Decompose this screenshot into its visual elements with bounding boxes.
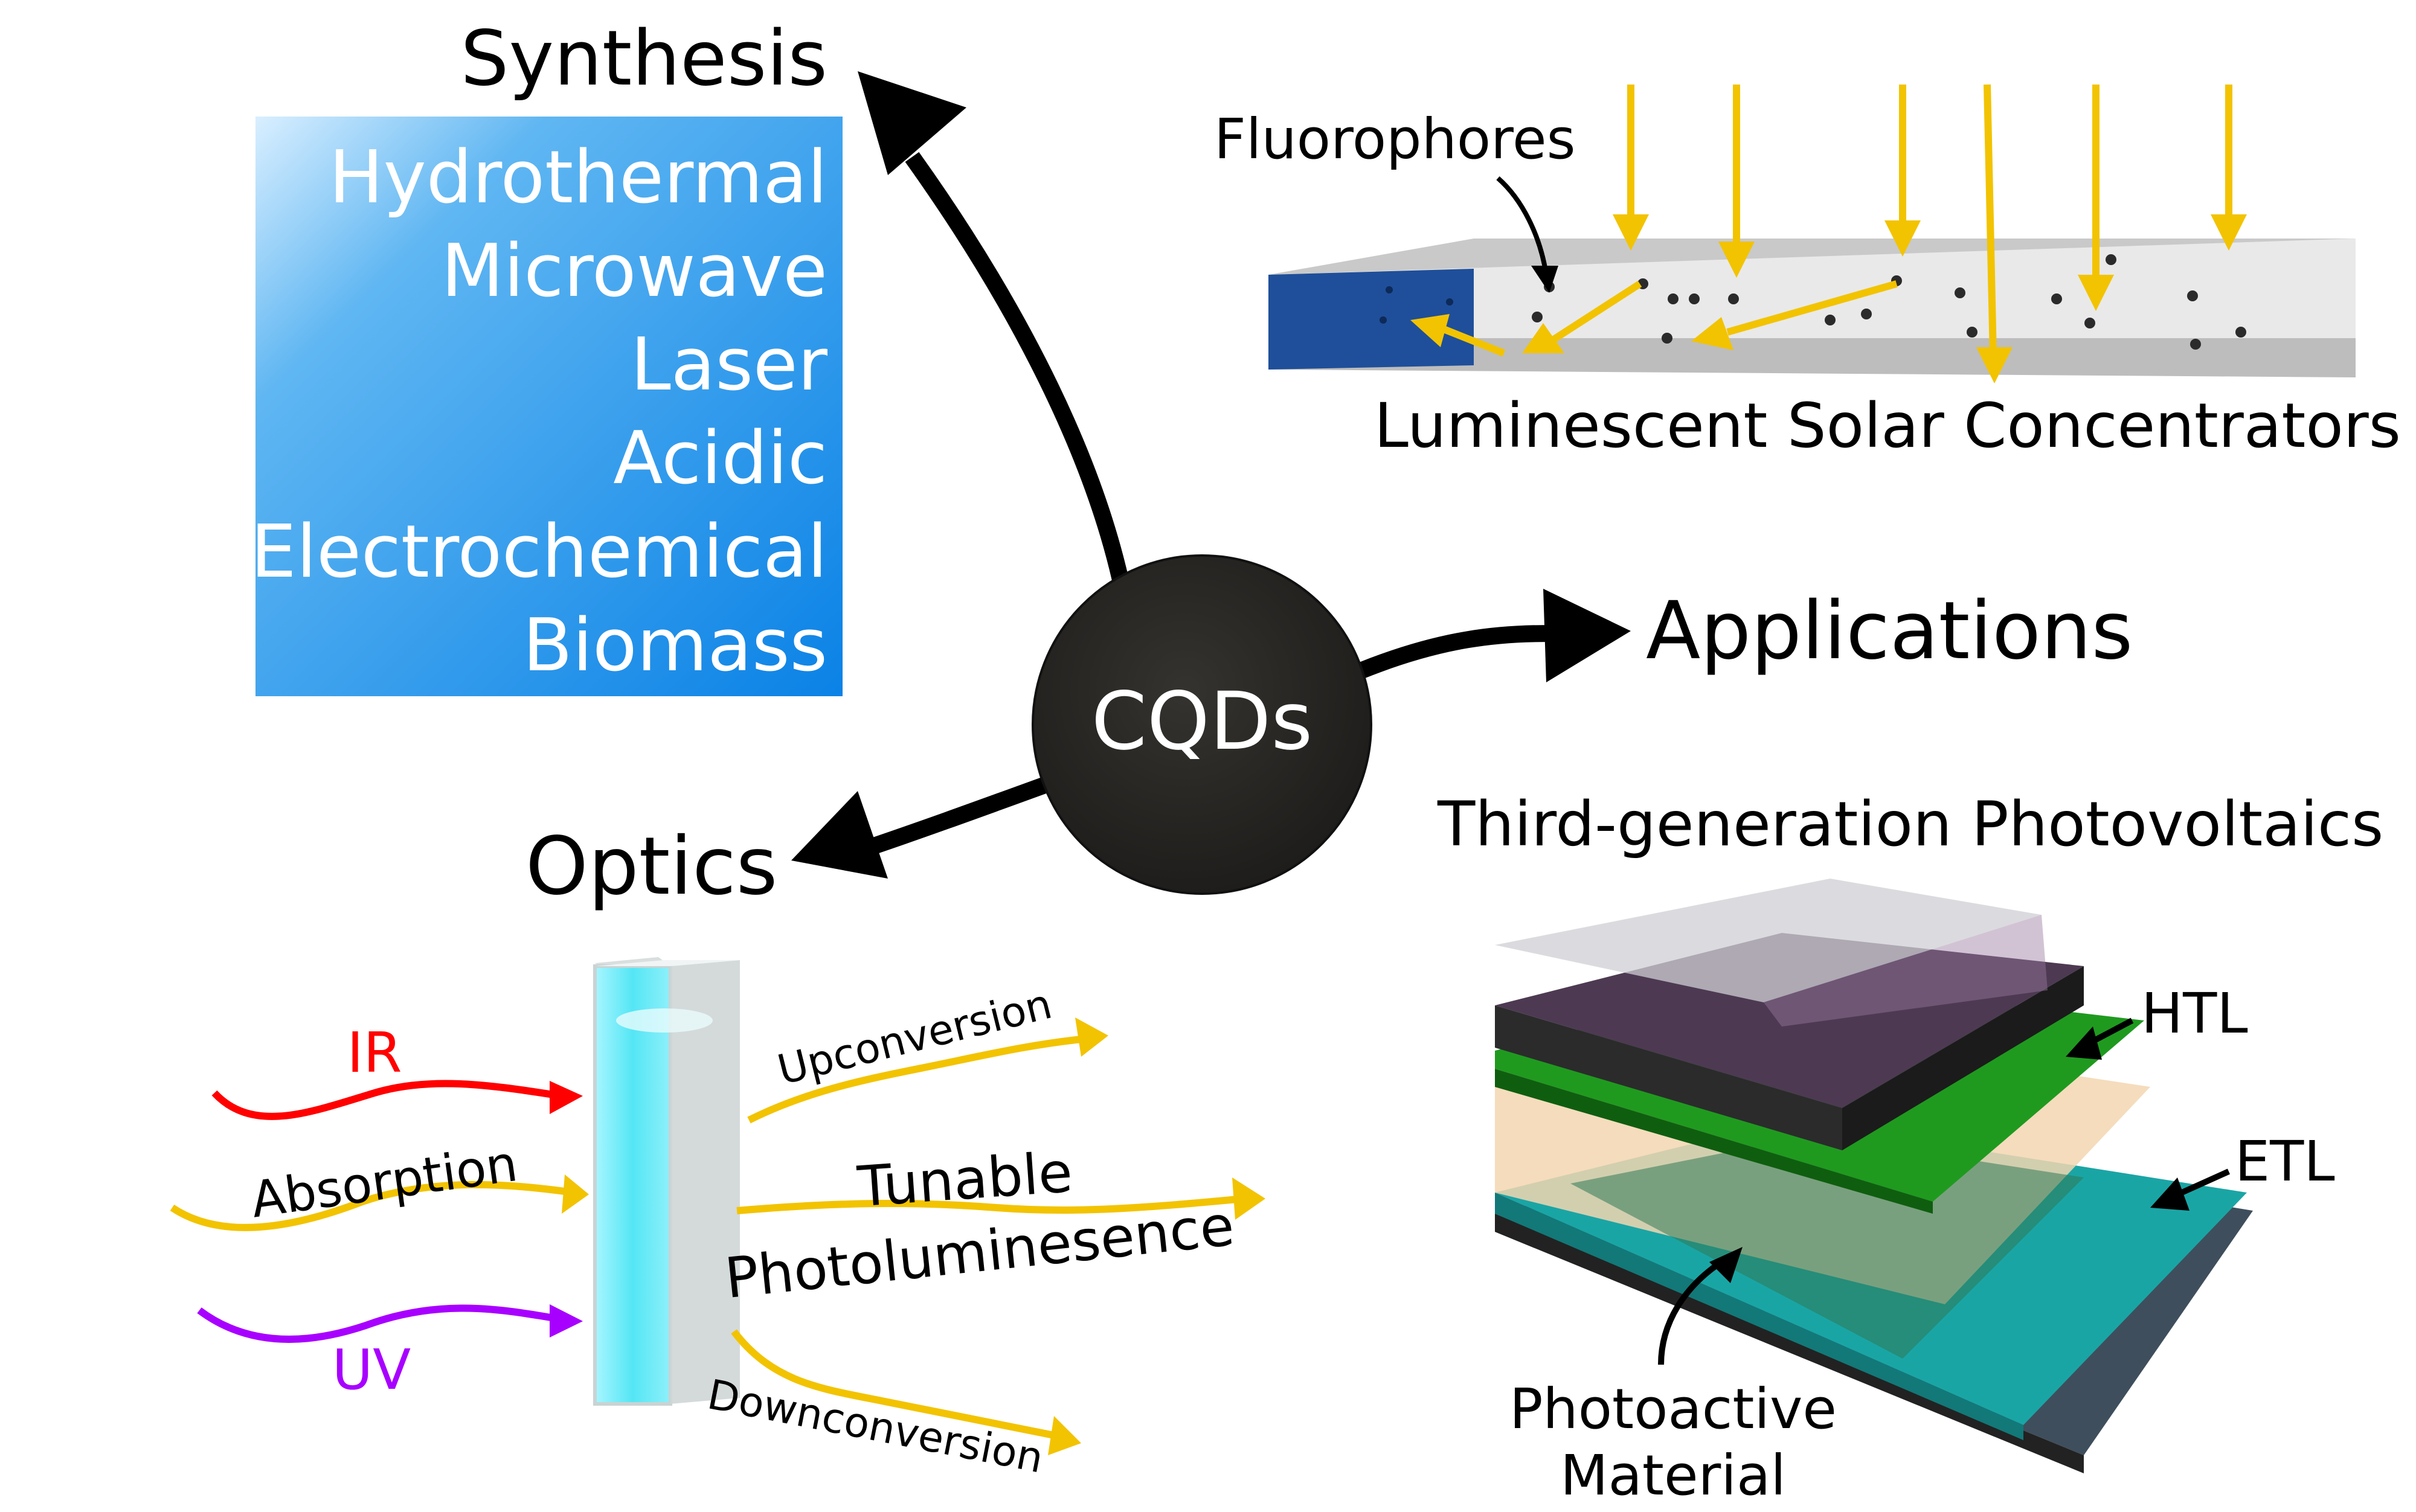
uv-label: UV <box>332 1337 411 1402</box>
cqds-circle <box>1032 554 1372 895</box>
lsc-pv-strip <box>1268 269 1474 370</box>
arrow-to-applications <box>1358 625 1571 678</box>
emission-arrows <box>1442 280 1898 357</box>
fluorophore-pointer <box>1496 176 1549 275</box>
downconversion-arrow-head <box>1048 1416 1081 1455</box>
pv-electrode-side <box>1842 966 2084 1150</box>
photoactive-pointer-head <box>1709 1247 1743 1283</box>
upconversion-label: Upconversion <box>773 981 1056 1095</box>
pv-photoactive-shadow <box>1570 1135 2084 1359</box>
ir-label: IR <box>347 1020 402 1085</box>
pv-glass-top <box>1495 879 2042 1002</box>
synthesis-title: Synthesis <box>461 14 827 103</box>
htl-label: HTL <box>2141 981 2248 1046</box>
cuvette-illustration <box>593 957 740 1406</box>
lsc-caption: Luminescent Solar Concentrators <box>1374 390 2401 462</box>
ir-arrow <box>211 1080 562 1120</box>
method-biomass: Biomass <box>522 604 827 688</box>
applications-title: Applications <box>1646 585 2133 678</box>
sunlight-arrow-heads <box>1613 214 2247 383</box>
synthesis-box <box>255 117 843 696</box>
photoactive-label-line2: Material <box>1560 1443 1786 1508</box>
method-hydrothermal: Hydrothermal <box>329 136 827 220</box>
fluorophore-dots <box>1380 254 2246 350</box>
pv-stack-illustration <box>1495 879 2253 1473</box>
fluorophore-pointer-head <box>1531 266 1558 293</box>
downconversion-arrow <box>731 1329 1064 1441</box>
uv-arrow-head <box>550 1304 583 1337</box>
arrow-to-optics <box>855 777 1048 860</box>
method-microwave: Microwave <box>442 229 828 313</box>
optics-title: Optics <box>525 820 777 913</box>
cqds-label: CQDs <box>1091 675 1312 768</box>
tunable-arrow-head <box>1232 1177 1265 1220</box>
uv-arrow <box>197 1304 562 1343</box>
pv-title: Third-generation Photovoltaics <box>1437 789 2383 860</box>
pv-electrode-top <box>1495 933 2084 1108</box>
pv-substrate-edge <box>1495 1214 2084 1473</box>
absorption-arrow-head <box>562 1174 589 1214</box>
tunable-label-line1: Tunable <box>855 1140 1075 1220</box>
ir-arrow-head <box>550 1081 583 1114</box>
arrow-to-synthesis <box>905 152 1129 582</box>
absorption-arrow <box>170 1180 574 1231</box>
arrow-head-synthesis <box>858 71 966 175</box>
fluorophores-label: Fluorophores <box>1214 107 1576 171</box>
method-laser: Laser <box>631 323 828 407</box>
absorption-label: Absorption <box>248 1135 521 1229</box>
upconversion-arrow-head <box>1075 1017 1108 1057</box>
pv-htl-edge <box>1495 1069 1933 1214</box>
htl-pointer-head <box>2066 1027 2102 1060</box>
photoactive-label-line1: Photoactive <box>1509 1377 1837 1441</box>
lsc-illustration: Fluorophores Luminescent Solar Concentra… <box>1214 84 2401 462</box>
tunable-arrow <box>736 1195 1245 1214</box>
photoactive-pointer <box>1658 1259 1723 1365</box>
pv-electrode-front <box>1495 1005 1842 1150</box>
arrow-head-optics <box>791 791 888 879</box>
emission-arrow-heads <box>1410 314 1733 353</box>
downconversion-label: Downconversion <box>704 1371 1047 1482</box>
cuvette-side <box>670 960 740 1404</box>
cuvette-rim <box>595 960 740 966</box>
synthesis-methods: Hydrothermal Microwave Laser Acidic Elec… <box>251 136 828 688</box>
upconversion-arrow <box>747 1035 1088 1124</box>
method-electrochemical: Electrochemical <box>251 510 827 594</box>
cuvette-meniscus <box>616 1008 713 1033</box>
method-acidic: Acidic <box>613 417 827 501</box>
pv-etl-edge <box>1495 1193 2023 1440</box>
etl-pointer-head <box>2150 1177 2190 1211</box>
etl-label: ETL <box>2235 1129 2335 1194</box>
sunlight-arrows <box>1627 84 2232 357</box>
pv-glass-purple <box>1764 915 2048 1027</box>
arrow-head-applications <box>1543 589 1631 682</box>
